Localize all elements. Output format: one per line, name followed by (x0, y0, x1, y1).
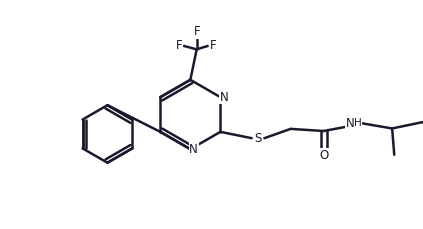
Text: N: N (346, 117, 354, 130)
Text: F: F (209, 39, 216, 52)
Text: H: H (354, 118, 361, 128)
Text: N: N (220, 91, 228, 104)
Text: F: F (176, 39, 182, 52)
Text: F: F (193, 25, 200, 38)
Text: S: S (254, 132, 261, 145)
Text: O: O (319, 149, 328, 162)
Text: N: N (190, 143, 198, 156)
